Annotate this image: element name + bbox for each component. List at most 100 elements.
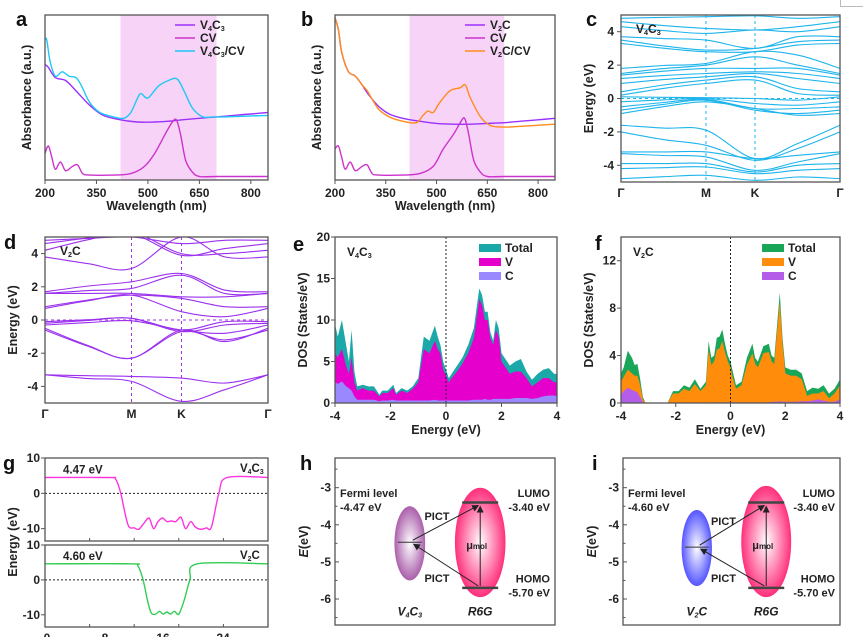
pict-label: PICT: [711, 516, 736, 528]
x-tick-label: 4: [837, 409, 844, 423]
y-tick-label: 20: [317, 230, 331, 244]
material-name: V2C: [686, 605, 707, 620]
text-part: C: [648, 22, 657, 36]
homo-label: HOMO: [801, 573, 836, 585]
x-tick-label: 500: [427, 186, 447, 200]
plot-frame: [622, 457, 841, 626]
homo-value-label: -5.70 eV: [508, 587, 550, 599]
panel-h: -3 -4 -5 -6 E(eV) PICT PICT μmol Fermi level -4.4…: [297, 453, 556, 626]
mu-subscript: mol: [473, 542, 487, 551]
bands: [45, 237, 268, 402]
y-tick-label: -5: [608, 555, 619, 569]
legend-swatch: [762, 272, 784, 280]
subscript: 3: [260, 469, 264, 476]
x-tick-label: 650: [477, 186, 497, 200]
band-line: [45, 294, 268, 318]
text-part: V: [636, 22, 644, 36]
lumo-value-label: -3.40 eV: [508, 502, 550, 514]
subscript: 3: [657, 28, 661, 37]
y-axis-title: Energy (eV): [6, 507, 20, 576]
text-part: V: [60, 244, 68, 258]
text-part: C: [409, 605, 418, 619]
band-line: [45, 237, 268, 256]
subscript: 4: [644, 28, 648, 37]
subscript: 4: [355, 251, 359, 260]
dipole-label: μmol: [752, 540, 773, 552]
y-axis-title: DOS (States/eV): [582, 272, 596, 367]
x-axis-title: Wavelength (nm): [106, 199, 206, 213]
legend-label: V4C3: [200, 18, 225, 33]
band-line: [621, 15, 840, 19]
subscript: 3: [418, 611, 422, 620]
x-tick-label: 0: [44, 631, 51, 637]
mu-subscript: mol: [759, 542, 773, 551]
text-part: V: [200, 44, 208, 58]
mu-symbol: μ: [466, 540, 473, 552]
y-tick-label: 0: [323, 396, 330, 410]
text-part: /CV: [225, 44, 245, 58]
x-tick-label: 2: [782, 409, 789, 423]
text-part: V: [347, 245, 355, 259]
series-line-cv: [44, 118, 268, 178]
band-line: [621, 50, 840, 69]
x-tick-label: 200: [325, 186, 345, 200]
x-tick-label: 800: [241, 186, 261, 200]
panel-label-i: i: [592, 453, 598, 475]
k-point-label: M: [701, 186, 711, 200]
y-tick-label: 0: [33, 573, 40, 587]
x-tick-label: -2: [670, 409, 681, 423]
pict-arrow-up: [412, 505, 480, 541]
text-part: V: [633, 245, 641, 259]
x-tick-label: 200: [35, 186, 55, 200]
subscript: 4: [248, 469, 252, 476]
fermi-value-label: -4.47 eV: [340, 502, 382, 514]
x-tick-label: 16: [156, 631, 170, 637]
text-part: C: [645, 245, 654, 259]
work-function-label: 4.47 eV: [63, 465, 103, 477]
band-line: [621, 98, 840, 110]
series-line-v4c3-cv: [44, 37, 269, 120]
potential-line: [44, 475, 269, 531]
bands: [621, 15, 840, 181]
plot-frame: [44, 457, 269, 542]
legend-swatch: [479, 244, 501, 252]
pict-arrow-up: [699, 505, 766, 546]
y-axis-title: Absorbance (a.u.): [310, 45, 324, 151]
fermi-value-label: -4.60 eV: [628, 502, 670, 514]
subplot-v2c: -10 0 10 4.60 eV V2C: [23, 538, 269, 628]
k-point-label: K: [177, 407, 186, 421]
band-line: [621, 99, 840, 115]
text-part: V: [200, 18, 208, 32]
y-tick-label: 15: [317, 272, 331, 286]
x-tick-label: -4: [330, 409, 341, 423]
work-function-label: 4.60 eV: [63, 551, 103, 563]
legend-label: V2C/CV: [490, 44, 531, 59]
k-point-label: M: [127, 407, 137, 421]
axis-symbol: E: [585, 548, 599, 557]
y-tick-label: 4: [31, 247, 38, 261]
band-line: [621, 21, 840, 31]
k-point-label: K: [751, 186, 760, 200]
legend-label: V: [505, 255, 513, 269]
legend-label: Total: [505, 241, 533, 255]
band-line: [45, 374, 268, 402]
pict-label: PICT: [424, 511, 449, 523]
series-line-v2c-cv: [334, 17, 556, 128]
y-tick-label: 10: [27, 538, 41, 552]
text-part: C: [212, 18, 221, 32]
legend-label: V4C3/CV: [200, 44, 245, 59]
fermi-level-label: Fermi level: [340, 488, 397, 500]
x-tick-label: 800: [528, 186, 548, 200]
material-label: V2C: [633, 245, 654, 260]
panel-a: 200 350 500 650 800 Wavelength (nm) Absorbance…: [16, 9, 269, 213]
homo-value-label: -5.70 eV: [793, 587, 835, 599]
text-part: V: [490, 18, 498, 32]
axis-unit: (eV): [297, 526, 311, 550]
axis-symbol: E: [297, 548, 311, 557]
x-axis-title: Wavelength (nm): [395, 199, 495, 213]
x-axis-title: Energy (eV): [411, 423, 480, 437]
legend-swatch: [479, 258, 501, 266]
